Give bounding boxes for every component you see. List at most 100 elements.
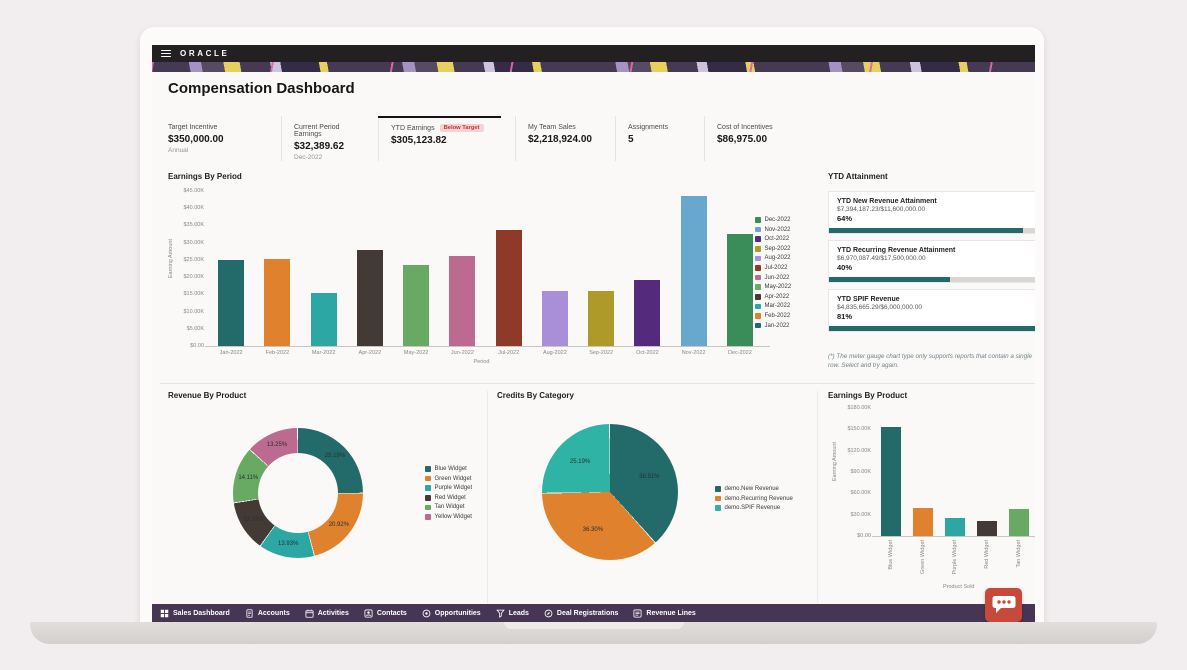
bar-slot: [578, 290, 624, 346]
slice-label: 38.51%: [639, 474, 660, 481]
bar-purple-widget[interactable]: [945, 518, 965, 536]
nav-item-label: Revenue Lines: [646, 609, 696, 617]
attainment-progress-track: [829, 326, 1035, 331]
nav-item-leads[interactable]: Leads: [495, 609, 529, 618]
attainment-name: YTD SPIF Revenue: [837, 296, 900, 303]
bar-blue-widget[interactable]: [881, 427, 901, 536]
x-tick-label: Oct-2022: [636, 350, 659, 356]
nav-item-opportunities[interactable]: Opportunities: [422, 609, 481, 618]
x-tick-label: May-2022: [403, 350, 429, 356]
kpi-value: $86,975.00: [717, 134, 768, 145]
legend-item[interactable]: Jul-2022: [755, 265, 791, 271]
legend-item[interactable]: Aug-2022: [755, 255, 791, 261]
legend-item[interactable]: Tan Widget: [425, 504, 472, 510]
nav-item-deal-registrations[interactable]: Deal Registrations: [544, 609, 618, 618]
nav-item-label: Leads: [508, 609, 529, 617]
bar-jun-2022[interactable]: [449, 255, 476, 346]
nav-item-revenue-lines[interactable]: Revenue Lines: [633, 608, 696, 618]
legend-label: Yellow Widget: [434, 513, 472, 520]
legend-label: Sep-2022: [764, 245, 791, 252]
legend-item[interactable]: Blue Widget: [425, 466, 472, 472]
bar-slot: [301, 293, 347, 346]
bar-sep-2022[interactable]: [588, 290, 615, 346]
legend-item[interactable]: Apr-2022: [755, 294, 791, 300]
kpi-tab-ytd-earnings[interactable]: YTD Earnings Below Target $305,123.82: [378, 116, 515, 161]
x-tick-label: Tan Widget: [1016, 540, 1022, 568]
legend-item[interactable]: Nov-2022: [755, 227, 791, 233]
bar-feb-2022[interactable]: [264, 259, 291, 346]
bar-nov-2022[interactable]: [680, 195, 707, 346]
accounts-icon: [245, 608, 254, 618]
legend-item[interactable]: Green Widget: [425, 476, 472, 482]
nav-item-contacts[interactable]: Contacts: [364, 608, 407, 618]
pie-chart[interactable]: [542, 424, 678, 560]
oracle-logo: ORACLE: [180, 49, 230, 58]
chat-bubble-icon[interactable]: [985, 588, 1022, 622]
kpi-tab-current-period-earnings[interactable]: Current Period Earnings $32,389.62 Dec-202…: [281, 116, 378, 161]
legend-swatch: [425, 466, 431, 472]
funnel-icon: [495, 609, 505, 618]
legend-item[interactable]: May-2022: [755, 284, 791, 290]
attainment-name: YTD Recurring Revenue Attainment: [837, 247, 956, 254]
bar-aug-2022[interactable]: [541, 290, 568, 346]
donut-hole: [258, 453, 338, 533]
y-axis-tick: $180.00K: [847, 405, 871, 411]
legend-label: Red Widget: [434, 494, 466, 501]
legend-item[interactable]: demo.Recurring Revenue: [715, 496, 793, 502]
bar-tan-widget[interactable]: [1009, 509, 1029, 536]
legend-item[interactable]: Oct-2022: [755, 236, 791, 242]
legend-swatch: [715, 505, 721, 511]
legend-swatch: [755, 294, 761, 300]
x-tick-label: Nov-2022: [681, 350, 706, 356]
legend-label: Mar-2022: [764, 303, 791, 310]
bar-red-widget[interactable]: [977, 520, 997, 536]
vertical-divider-1: [487, 391, 488, 603]
kpi-tab-cost-of-incentives[interactable]: Cost of Incentives $86,975.00: [704, 116, 824, 161]
earnings-by-product-title: Earnings By Product: [828, 391, 908, 400]
legend-item[interactable]: Jan-2022: [755, 323, 791, 329]
legend-item[interactable]: Mar-2022: [755, 303, 791, 309]
legend-item[interactable]: demo.SPIF Revenue: [715, 505, 793, 511]
kpi-row: Target Incentive $350,000.00 Annual Current…: [168, 116, 824, 161]
x-tick-label: Feb-2022: [265, 350, 290, 356]
legend-label: demo.New Revenue: [724, 486, 779, 492]
bar-green-widget[interactable]: [913, 507, 933, 536]
y-axis-tick: $0.00: [857, 533, 871, 539]
y-axis-tick: $30.00K: [850, 511, 872, 518]
y-axis-tick: $90.00K: [850, 469, 872, 475]
nav-item-accounts[interactable]: Accounts: [245, 608, 290, 618]
earnings-by-period-legend: Dec-2022 Nov-2022 Oct-2022 Sep-2022 Aug-2022…: [755, 217, 791, 332]
legend-item[interactable]: Feb-2022: [755, 313, 791, 319]
kpi-tab-my-team-sales[interactable]: My Team Sales $2,218,924.00: [515, 116, 615, 161]
bar-dec-2022[interactable]: [726, 234, 753, 346]
bar-oct-2022[interactable]: [634, 279, 661, 346]
bar-slot: [939, 518, 971, 536]
x-tick-label: Aug-2022: [542, 350, 567, 356]
x-tick-label: Jan-2022: [219, 350, 243, 356]
bars-area: [208, 191, 763, 346]
legend-item[interactable]: Dec-2022: [755, 217, 791, 223]
slice-label: 25.19%: [324, 453, 346, 460]
meter-gauge-footnote: (*) The meter gauge chart type only supp…: [828, 353, 1033, 369]
bar-jul-2022[interactable]: [495, 230, 522, 346]
kpi-tab-assignments[interactable]: Assignments 5: [615, 116, 704, 161]
kpi-label: Assignments: [628, 124, 669, 131]
legend-item[interactable]: Purple Widget: [425, 485, 472, 491]
legend-item[interactable]: demo.New Revenue: [715, 486, 793, 492]
bar-mar-2022[interactable]: [310, 293, 337, 346]
nav-item-sales-dashboard[interactable]: Sales Dashboard: [160, 609, 230, 618]
bars-area: [875, 408, 1035, 536]
legend-item[interactable]: Yellow Widget: [425, 514, 472, 520]
legend-item[interactable]: Red Widget: [425, 495, 472, 501]
bar-jan-2022[interactable]: [218, 259, 245, 346]
bar-may-2022[interactable]: [403, 264, 430, 346]
bar-apr-2022[interactable]: [356, 249, 383, 346]
hamburger-menu-icon[interactable]: [161, 50, 171, 57]
legend-item[interactable]: Jun-2022: [755, 275, 791, 281]
legend-label: demo.SPIF Revenue: [724, 505, 781, 512]
kpi-tab-target-incentive[interactable]: Target Incentive $350,000.00 Annual: [168, 116, 281, 161]
legend-item[interactable]: Sep-2022: [755, 246, 791, 252]
kpi-subtext: Annual: [168, 147, 189, 154]
x-axis-line: [872, 536, 1035, 537]
nav-item-activities[interactable]: Activities: [305, 609, 349, 618]
